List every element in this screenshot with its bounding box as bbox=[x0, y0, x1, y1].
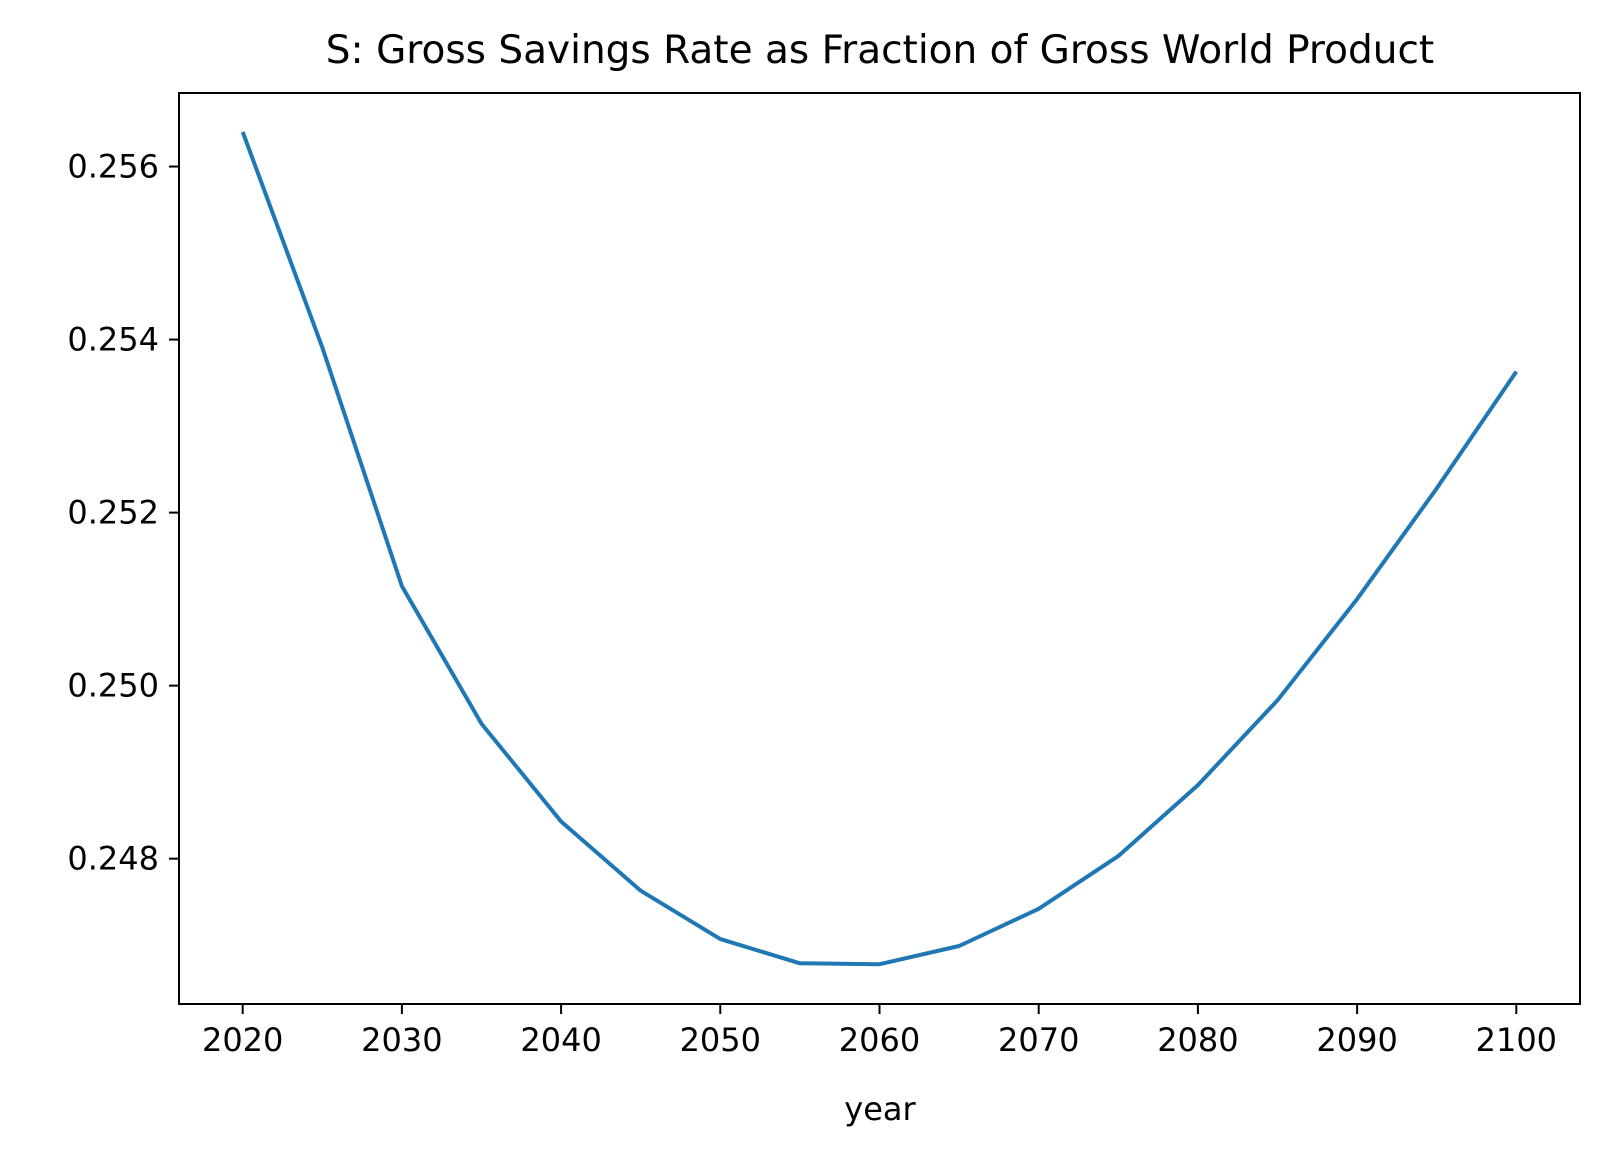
y-axis: 0.248 0.250 0.252 0.254 0.256 bbox=[67, 148, 179, 878]
x-tick-label: 2050 bbox=[680, 1021, 761, 1059]
x-tick-label: 2020 bbox=[202, 1021, 283, 1059]
y-tick-label: 0.252 bbox=[67, 494, 159, 532]
x-axis-label: year bbox=[844, 1090, 916, 1128]
x-axis: 2020 2030 2040 2050 2060 2070 2080 2090 2100 bbox=[202, 1004, 1557, 1059]
y-tick-label: 0.248 bbox=[67, 840, 159, 878]
x-tick-label: 2030 bbox=[361, 1021, 442, 1059]
x-tick-label: 2040 bbox=[520, 1021, 601, 1059]
chart-title: S: Gross Savings Rate as Fraction of Gro… bbox=[326, 28, 1434, 73]
x-tick-label: 2060 bbox=[839, 1021, 920, 1059]
y-tick-label: 0.256 bbox=[67, 148, 159, 186]
y-tick-label: 0.250 bbox=[67, 667, 159, 705]
x-tick-label: 2070 bbox=[998, 1021, 1079, 1059]
x-tick-label: 2090 bbox=[1316, 1021, 1397, 1059]
x-tick-label: 2100 bbox=[1476, 1021, 1557, 1059]
y-tick-label: 0.254 bbox=[67, 321, 159, 359]
x-tick-label: 2080 bbox=[1157, 1021, 1238, 1059]
series-line bbox=[240, 131, 1518, 967]
